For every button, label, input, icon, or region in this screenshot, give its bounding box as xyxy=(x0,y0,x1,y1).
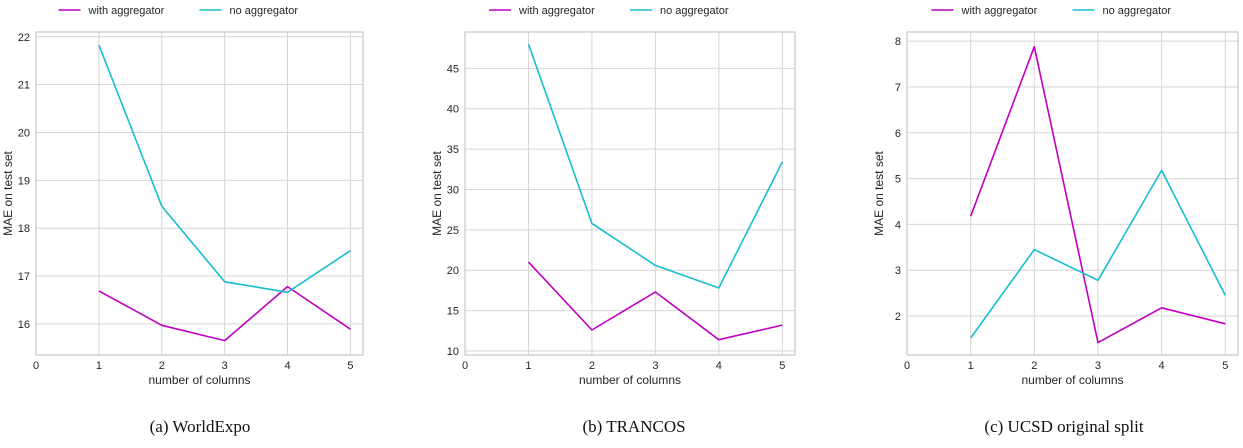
legend-label: no aggregator xyxy=(1103,5,1172,17)
y-tick-label: 18 xyxy=(18,223,30,235)
subfigure-caption: (b) TRANCOS xyxy=(582,417,685,436)
x-tick-label: 2 xyxy=(1031,360,1037,372)
x-tick-label: 4 xyxy=(716,360,722,372)
series-line-with-aggregator xyxy=(98,285,351,342)
x-tick-label: 2 xyxy=(159,360,165,372)
y-tick-label: 3 xyxy=(895,265,901,277)
y-tick-label: 15 xyxy=(447,306,459,318)
y-tick-label: 45 xyxy=(447,63,459,75)
x-tick-label: 5 xyxy=(1222,360,1228,372)
x-tick-label: 3 xyxy=(222,360,228,372)
chart-panel-3: 0 1 2 3 4 5 2 3 4 5 6 7 8 number of columns MAE on tes… xyxy=(872,5,1239,436)
x-tick-label: 1 xyxy=(96,360,102,372)
y-tick-label: 35 xyxy=(447,144,459,156)
legend-label: no aggregator xyxy=(660,5,729,17)
x-tick-label: 4 xyxy=(1159,360,1165,372)
legend-label: with aggregator xyxy=(518,5,595,17)
y-tick-label: 5 xyxy=(895,174,901,186)
legend: with aggregator no aggregator xyxy=(489,5,729,17)
x-tick-label: 3 xyxy=(1095,360,1101,372)
series-line-no-aggregator xyxy=(527,43,784,289)
x-tick-label: 0 xyxy=(462,360,468,372)
plot-frame xyxy=(464,31,796,356)
x-tick-label: 5 xyxy=(347,360,353,372)
plot-frame xyxy=(906,31,1239,356)
series-line-no-aggregator xyxy=(970,169,1227,339)
x-tick-label: 2 xyxy=(589,360,595,372)
x-axis-label: number of columns xyxy=(1021,373,1123,387)
chart-panel-1: 0 1 2 3 4 5 16 17 18 19 20 21 22 number of columns MAE… xyxy=(1,5,364,436)
series-line-with-aggregator xyxy=(969,45,1226,344)
x-tick-label: 4 xyxy=(284,360,290,372)
legend-label: with aggregator xyxy=(88,5,165,17)
x-tick-label: 0 xyxy=(33,360,39,372)
plot-frame xyxy=(35,31,364,356)
y-tick-label: 19 xyxy=(18,175,30,187)
y-tick-label: 20 xyxy=(447,265,459,277)
x-tick-label: 1 xyxy=(525,360,531,372)
y-tick-label: 4 xyxy=(895,219,901,231)
y-axis-label: MAE on test set xyxy=(1,150,15,235)
x-tick-label: 3 xyxy=(652,360,658,372)
x-tick-label: 5 xyxy=(779,360,785,372)
y-tick-label: 20 xyxy=(18,127,30,139)
y-tick-label: 7 xyxy=(895,82,901,94)
x-axis-label: number of columns xyxy=(148,373,250,387)
legend: with aggregator no aggregator xyxy=(931,5,1172,17)
y-tick-label: 22 xyxy=(18,32,30,44)
y-tick-label: 6 xyxy=(895,128,901,140)
x-tick-label: 1 xyxy=(968,360,974,372)
y-axis-label: MAE on test set xyxy=(430,150,444,235)
legend-label: no aggregator xyxy=(230,5,299,17)
series-line-with-aggregator xyxy=(527,261,783,341)
y-tick-label: 40 xyxy=(447,104,459,116)
series-line-no-aggregator xyxy=(98,44,351,294)
y-axis-label: MAE on test set xyxy=(872,150,886,235)
y-tick-label: 10 xyxy=(447,346,459,358)
y-tick-label: 16 xyxy=(18,319,30,331)
y-tick-label: 21 xyxy=(18,80,30,92)
y-tick-label: 25 xyxy=(447,225,459,237)
subfigure-caption: (a) WorldExpo xyxy=(150,417,251,436)
y-tick-label: 2 xyxy=(895,311,901,323)
y-tick-label: 30 xyxy=(447,184,459,196)
x-tick-label: 0 xyxy=(904,360,910,372)
x-axis-label: number of columns xyxy=(579,373,681,387)
y-tick-label: 17 xyxy=(18,271,30,283)
legend: with aggregator no aggregator xyxy=(58,5,299,17)
y-tick-label: 8 xyxy=(895,36,901,48)
legend-label: with aggregator xyxy=(961,5,1038,17)
subfigure-caption: (c) UCSD original split xyxy=(984,417,1143,436)
